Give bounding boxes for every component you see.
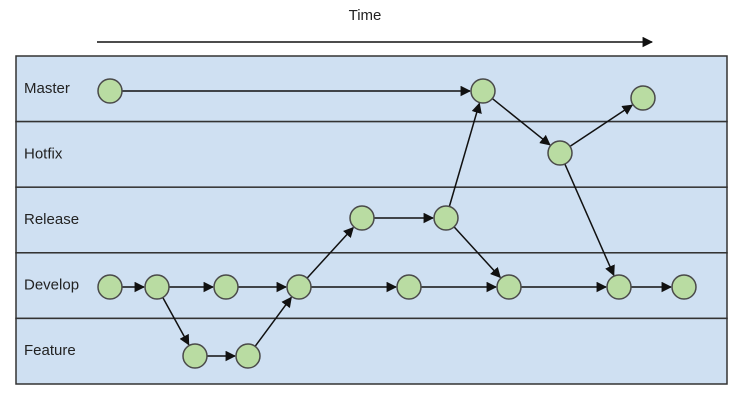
edge xyxy=(491,97,551,146)
commit-node xyxy=(606,274,632,300)
commit-node xyxy=(630,85,656,111)
edge xyxy=(453,226,501,279)
edge xyxy=(306,226,354,279)
lane-label: Master xyxy=(24,80,70,97)
commit-node xyxy=(349,205,375,231)
lane xyxy=(15,120,728,188)
commit-node xyxy=(470,78,496,104)
commit-node xyxy=(396,274,422,300)
commit-node xyxy=(97,78,123,104)
nodes xyxy=(97,78,697,369)
edge xyxy=(569,104,634,147)
commit-node xyxy=(496,274,522,300)
edge xyxy=(564,163,615,277)
edge xyxy=(448,102,482,207)
commit-node xyxy=(286,274,312,300)
lane-label: Feature xyxy=(24,342,76,359)
edge xyxy=(254,296,292,347)
commit-node xyxy=(97,274,123,300)
commit-node xyxy=(433,205,459,231)
lane-label: Release xyxy=(24,211,79,228)
commit-node xyxy=(144,274,170,300)
commit-node xyxy=(213,274,239,300)
lane xyxy=(15,55,728,123)
commit-node xyxy=(547,140,573,166)
lane xyxy=(15,317,728,385)
lane-label: Develop xyxy=(24,277,79,294)
commit-node xyxy=(182,343,208,369)
commit-node xyxy=(235,343,261,369)
commit-node xyxy=(671,274,697,300)
lane-label: Hotfix xyxy=(24,145,63,162)
edges xyxy=(122,85,673,362)
edge xyxy=(162,297,190,346)
time-label: Time xyxy=(349,7,382,24)
